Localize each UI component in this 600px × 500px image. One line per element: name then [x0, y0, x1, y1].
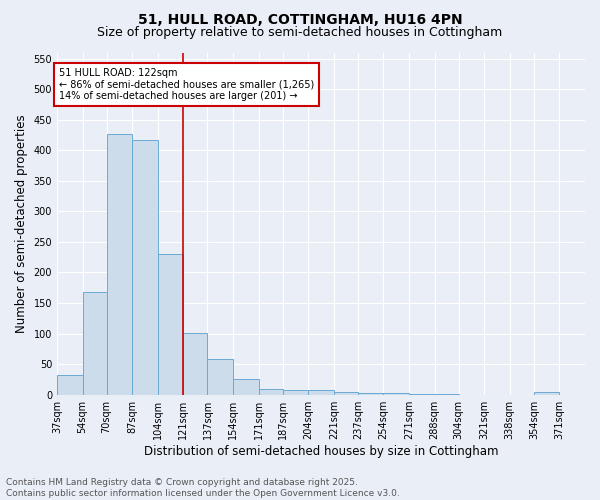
- Bar: [283, 390, 308, 394]
- Bar: [132, 140, 158, 394]
- Bar: [358, 393, 383, 394]
- Bar: [107, 134, 132, 394]
- Bar: [259, 389, 283, 394]
- X-axis label: Distribution of semi-detached houses by size in Cottingham: Distribution of semi-detached houses by …: [144, 444, 498, 458]
- Bar: [334, 392, 358, 394]
- Bar: [208, 358, 233, 394]
- Text: Size of property relative to semi-detached houses in Cottingham: Size of property relative to semi-detach…: [97, 26, 503, 39]
- Bar: [184, 333, 208, 394]
- Bar: [57, 374, 83, 394]
- Bar: [308, 390, 334, 394]
- Bar: [233, 380, 259, 394]
- Y-axis label: Number of semi-detached properties: Number of semi-detached properties: [15, 114, 28, 333]
- Text: 51 HULL ROAD: 122sqm
← 86% of semi-detached houses are smaller (1,265)
14% of se: 51 HULL ROAD: 122sqm ← 86% of semi-detac…: [59, 68, 314, 101]
- Bar: [158, 254, 184, 394]
- Bar: [83, 292, 107, 394]
- Text: 51, HULL ROAD, COTTINGHAM, HU16 4PN: 51, HULL ROAD, COTTINGHAM, HU16 4PN: [137, 12, 463, 26]
- Bar: [534, 392, 559, 394]
- Text: Contains HM Land Registry data © Crown copyright and database right 2025.
Contai: Contains HM Land Registry data © Crown c…: [6, 478, 400, 498]
